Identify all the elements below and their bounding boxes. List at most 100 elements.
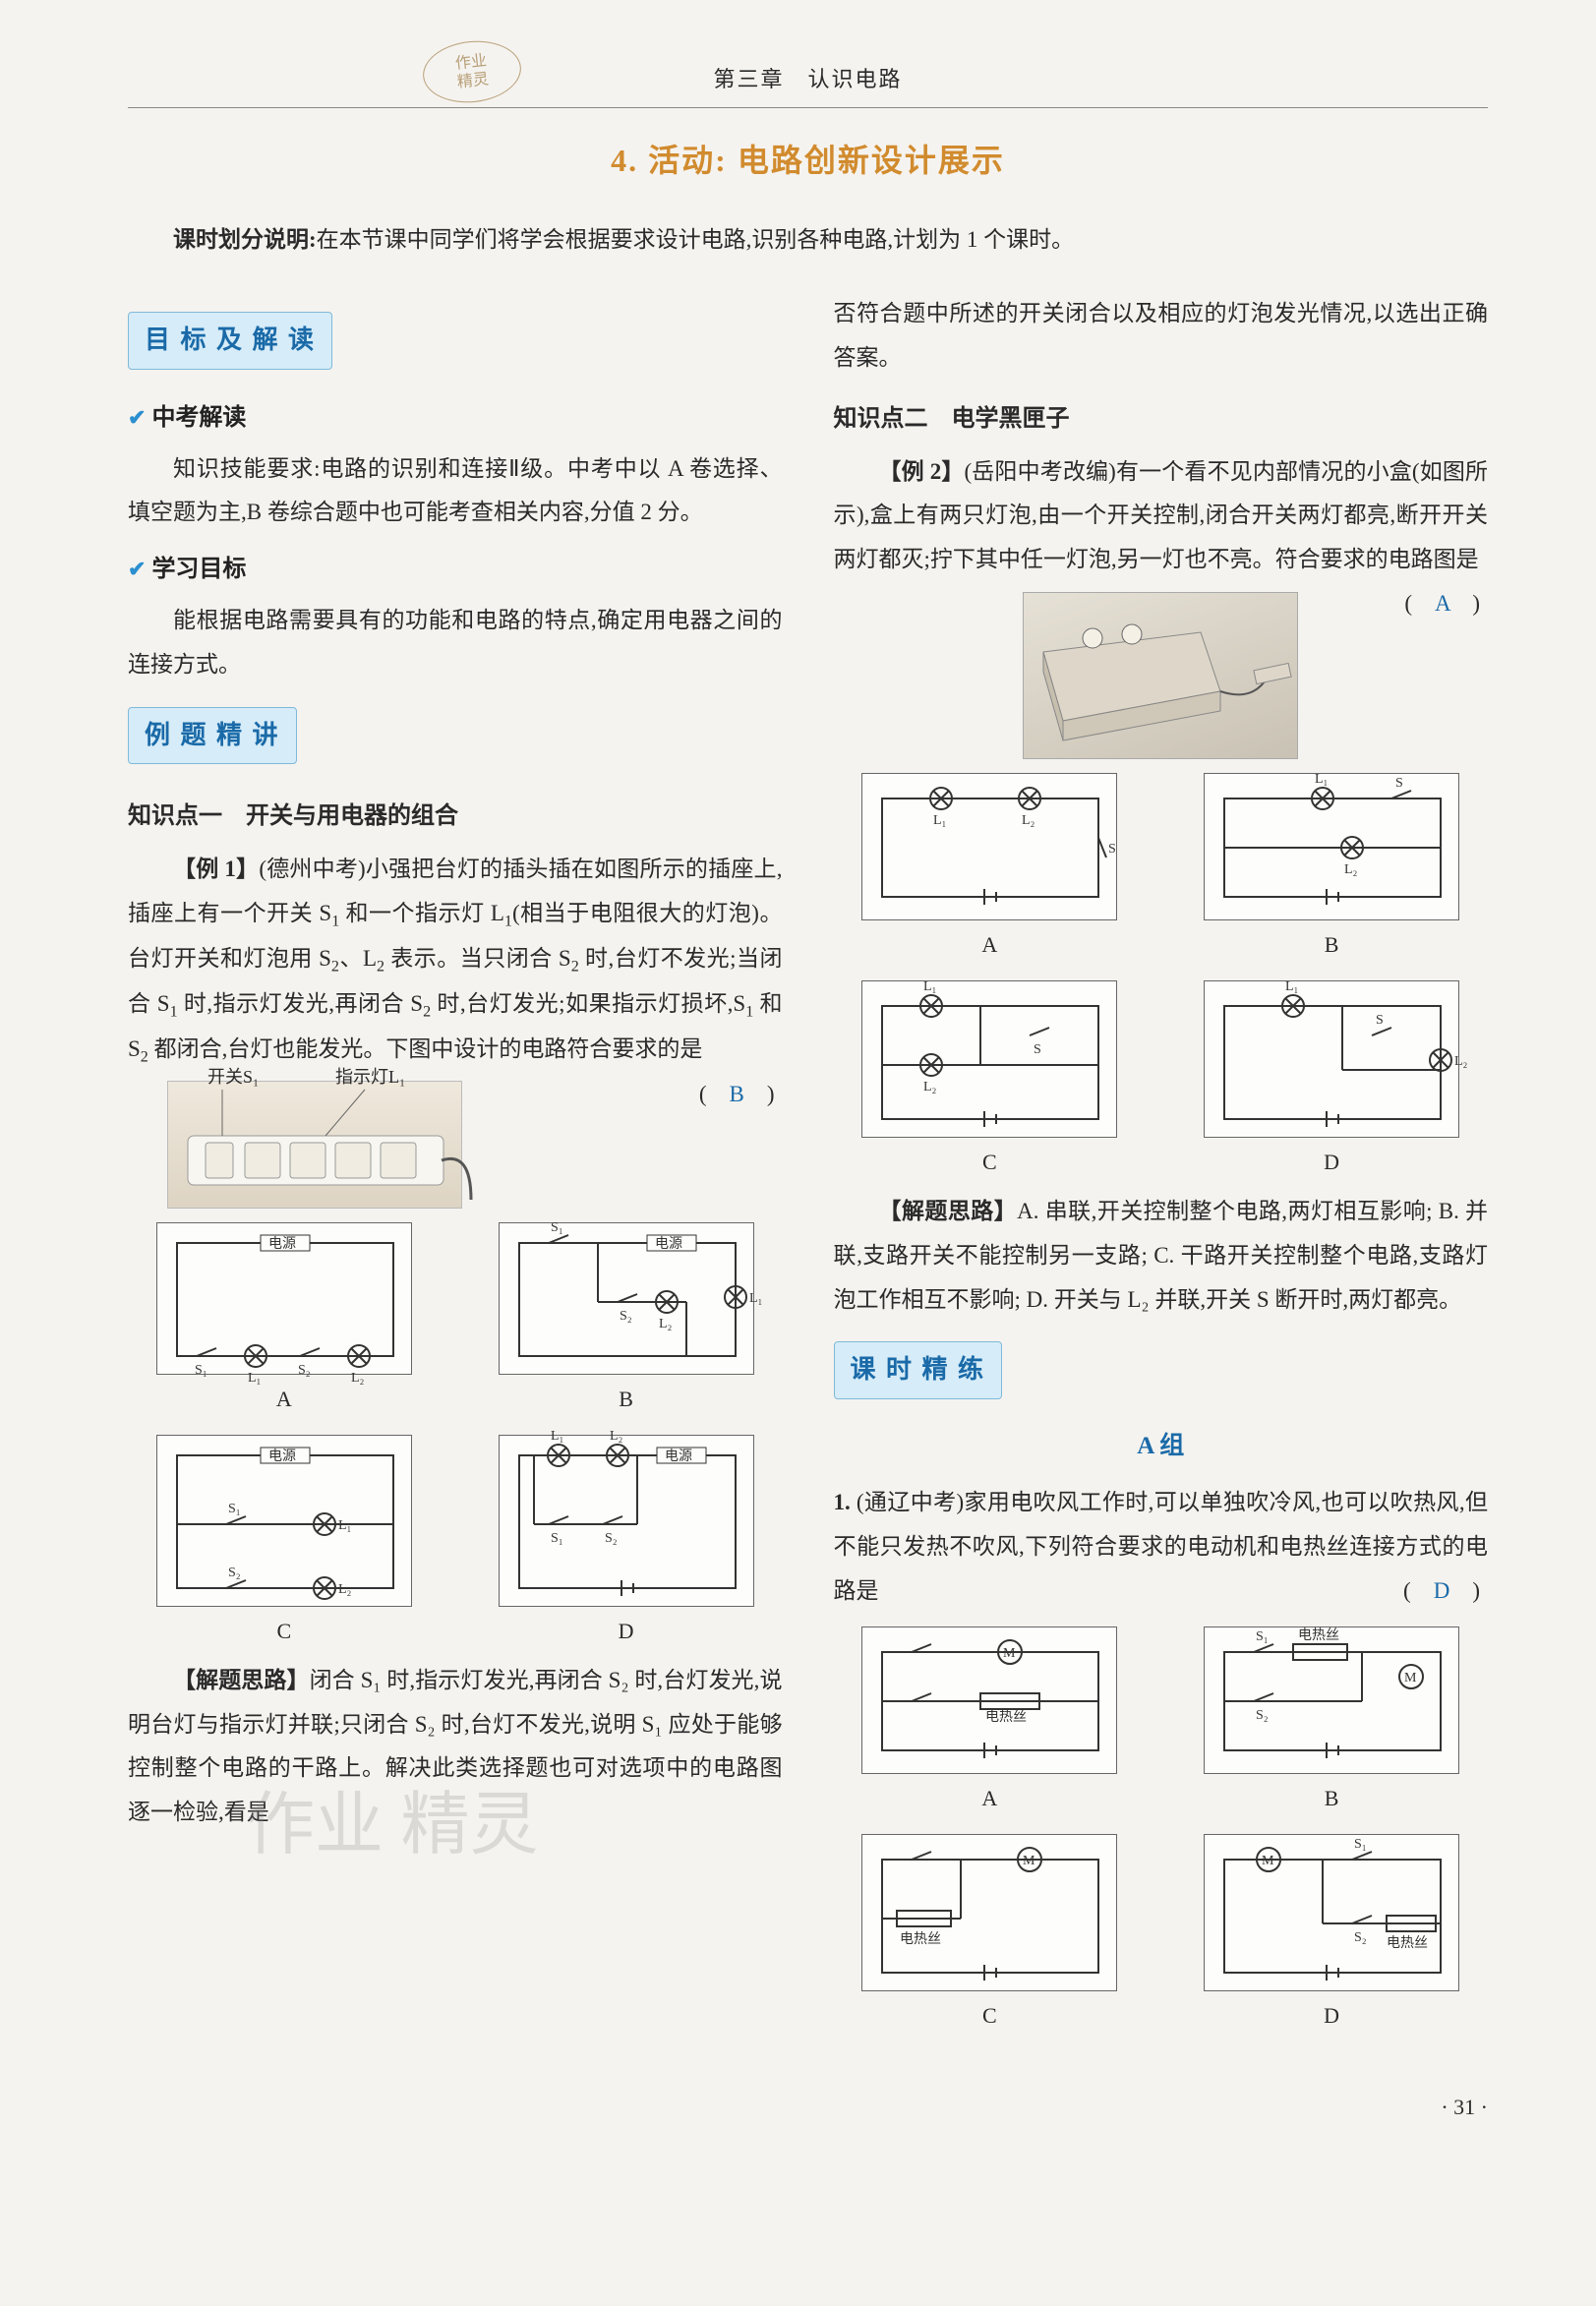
right-column: 否符合题中所述的开关闭合以及相应的灯泡发光情况,以选出正确答案。 知识点二 电学… [834, 292, 1489, 2043]
ex2-circuit-c: L₁ L₂ S [861, 980, 1117, 1138]
svg-text:S₁: S₁ [228, 1502, 241, 1516]
ex2-answer-paren: ( A ) [1359, 582, 1480, 626]
q1-label-d: D [1324, 1995, 1339, 2038]
ex1-opt-d-col: 电源 L₁ L₂ S₁ [499, 1435, 754, 1653]
svg-text:S₂: S₂ [1354, 1930, 1367, 1945]
ex2-label-a: A [981, 924, 997, 967]
svg-text:L₂: L₂ [1454, 1054, 1468, 1069]
svg-text:S₂: S₂ [605, 1531, 618, 1546]
para-2: 能根据电路需要具有的功能和电路的特点,确定用电器之间的连接方式。 [128, 599, 783, 687]
ex2-circuit-a: L₁ L₂ S [861, 773, 1117, 920]
ex1-options-row-1: 电源 S₁ L₁ S₂ [128, 1222, 783, 1421]
svg-text:S₁: S₁ [551, 1220, 563, 1235]
svg-text:L₂: L₂ [923, 1080, 937, 1094]
ex2-think-label: 【解题思路】 [879, 1199, 1018, 1223]
powerstrip-illustration [168, 1082, 463, 1210]
ex2-opt-c-col: L₁ L₂ S C [861, 980, 1117, 1184]
svg-text:S₁: S₁ [551, 1531, 563, 1546]
svg-text:电热丝: 电热丝 [1298, 1627, 1339, 1643]
chapter-line: 第三章 认识电路 [128, 59, 1488, 108]
ex2-label-b: B [1325, 924, 1339, 967]
q1-circuit-d: M S₁ S₂ 电热丝 [1204, 1834, 1459, 1991]
q1-options-row-1: M 电热丝 A S₁ 电热丝 S₂ M [834, 1626, 1489, 1820]
label-d: D [619, 1611, 634, 1653]
ex1-think-label: 【解题思路】 [173, 1668, 310, 1692]
ex1-label: 【例 1】 [173, 857, 259, 881]
svg-text:电源: 电源 [655, 1236, 682, 1252]
ex2-src: (岳阳中考改编) [964, 459, 1115, 484]
ex2-options-row-2: L₁ L₂ S C L₁ S L₂ [834, 980, 1489, 1184]
svg-text:L₂: L₂ [659, 1317, 673, 1331]
q1-options-row-2: 电热丝 M C M S₁ S₂ 电热丝 D [834, 1834, 1489, 2038]
ex2-circuit-b: L₁ S L₂ [1204, 773, 1459, 920]
ex2-circuit-d: L₁ S L₂ [1204, 980, 1459, 1138]
q1-answer: D [1434, 1578, 1450, 1603]
svg-text:电热丝: 电热丝 [1387, 1935, 1428, 1951]
ex1-answer-paren: ( B ) [654, 1073, 775, 1117]
tick-head-1: 中考解读 [128, 395, 783, 442]
ex1-answer: B [729, 1082, 743, 1106]
q1-opt-a-col: M 电热丝 A [861, 1626, 1117, 1820]
q1-opt-d-col: M S₁ S₂ 电热丝 D [1204, 1834, 1459, 2038]
ex2-label: 【例 2】 [879, 459, 965, 484]
example-1: 【例 1】(德州中考)小强把台灯的插头插在如图所示的插座上,插座上有一个开关 S… [128, 848, 783, 1073]
label-a: A [276, 1379, 292, 1421]
group-a: A 组 [834, 1423, 1489, 1471]
page-title: 4. 活动: 电路创新设计展示 [128, 130, 1488, 191]
svg-text:L₂: L₂ [351, 1371, 365, 1386]
svg-text:L₁: L₁ [923, 979, 936, 994]
photo-label-2: 指示灯L₁ [335, 1060, 405, 1094]
svg-text:S: S [1108, 842, 1116, 857]
label-b: B [619, 1379, 633, 1421]
ex2-opt-a-col: L₁ L₂ S A [861, 773, 1117, 967]
tick-head-2: 学习目标 [128, 547, 783, 593]
svg-text:L₂: L₂ [338, 1582, 352, 1597]
blackbox-photo [1023, 592, 1298, 759]
photo-label-1: 开关S₁ [207, 1060, 259, 1094]
q1-circuit-c: 电热丝 M [861, 1834, 1117, 1991]
example-2: 【例 2】(岳阳中考改编)有一个看不见内部情况的小盒(如图所示),盒上有两只灯泡… [834, 450, 1489, 583]
svg-text:电源: 电源 [268, 1236, 296, 1252]
svg-text:L₁: L₁ [338, 1518, 351, 1533]
svg-text:S₂: S₂ [620, 1309, 632, 1324]
svg-text:电热丝: 电热丝 [900, 1931, 941, 1947]
svg-text:S: S [1395, 776, 1403, 791]
q1-opt-c-col: 电热丝 M C [861, 1834, 1117, 2038]
svg-text:L₁: L₁ [933, 813, 946, 828]
ex2-label-c: C [982, 1142, 997, 1184]
para-1: 知识技能要求:电路的识别和连接Ⅱ级。中考中以 A 卷选择、填空题为主,B 卷综合… [128, 447, 783, 536]
columns: 目 标 及 解 读 中考解读 知识技能要求:电路的识别和连接Ⅱ级。中考中以 A … [128, 292, 1488, 2043]
q1-circuit-a: M 电热丝 [861, 1626, 1117, 1774]
ex2-answer: A [1435, 591, 1449, 616]
ex2-options-row-1: L₁ L₂ S A L₁ S L₂ B [834, 773, 1489, 967]
q1-circuit-b: S₁ 电热丝 S₂ M [1204, 1626, 1459, 1774]
svg-text:S: S [1034, 1042, 1041, 1057]
q1-label-a: A [981, 1778, 997, 1820]
svg-text:M: M [1404, 1671, 1417, 1685]
svg-text:L₁: L₁ [1315, 772, 1328, 787]
ex2-label-d: D [1324, 1142, 1339, 1184]
svg-text:L₂: L₂ [1022, 813, 1035, 828]
svg-text:S₂: S₂ [228, 1566, 241, 1580]
q1-label-b: B [1325, 1778, 1339, 1820]
section-head-1: 目 标 及 解 读 [128, 312, 332, 370]
kp-head-1: 知识点一 开关与用电器的组合 [128, 794, 783, 840]
ex1-opt-c-col: 电源 S₁ L₁ S₂ [156, 1435, 412, 1653]
svg-text:S₂: S₂ [298, 1363, 311, 1378]
stamp-line2: 精灵 [456, 70, 490, 91]
ex2-opt-d-col: L₁ S L₂ D [1204, 980, 1459, 1184]
kp-head-2: 知识点二 电学黑匣子 [834, 396, 1489, 443]
svg-text:电源: 电源 [665, 1449, 692, 1464]
svg-text:L₂: L₂ [1344, 862, 1358, 877]
svg-text:电热丝: 电热丝 [985, 1709, 1027, 1725]
q1-label-c: C [982, 1995, 997, 2038]
left-column: 目 标 及 解 读 中考解读 知识技能要求:电路的识别和连接Ⅱ级。中考中以 A … [128, 292, 783, 2043]
section-head-2: 例 题 精 讲 [128, 707, 297, 765]
question-1: 1. (通辽中考)家用电吹风工作时,可以单独吹冷风,也可以吹热风,但不能只发热不… [834, 1481, 1489, 1614]
q1-opt-b-col: S₁ 电热丝 S₂ M B [1204, 1626, 1459, 1820]
svg-text:L₂: L₂ [610, 1429, 623, 1444]
svg-text:S: S [1376, 1013, 1384, 1028]
section-head-3: 课 时 精 练 [834, 1341, 1003, 1399]
svg-text:L₁: L₁ [248, 1371, 261, 1386]
intro-rest: 在本节课中同学们将学会根据要求设计电路,识别各种电路,计划为 1 个课时。 [317, 227, 1075, 252]
